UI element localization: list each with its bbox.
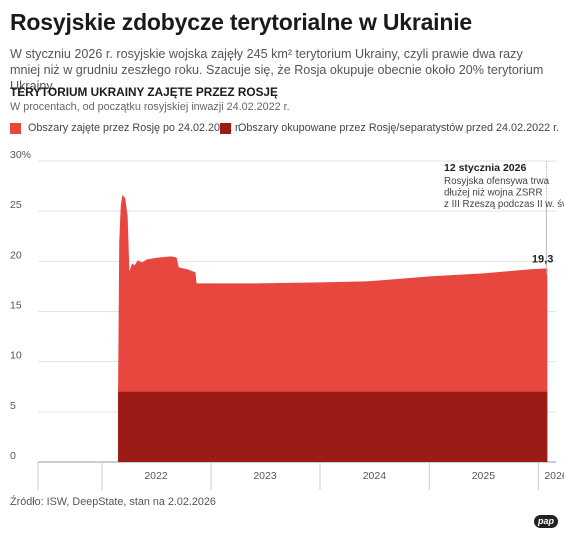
y-tick-label-10: 10 (10, 350, 22, 362)
chart-subtitle: W procentach, od początku rosyjskiej inw… (10, 101, 290, 113)
lead-text: W styczniu 2026 r. rosyjskie wojska zaję… (10, 47, 544, 93)
legend-label-before: Obszary okupowane przez Rosję/separatyst… (238, 122, 560, 134)
x-tick-label-2025: 2025 (472, 470, 496, 482)
x-tick-label-2026: 2026 (544, 470, 564, 482)
legend-swatch-after (10, 123, 21, 134)
annotation-title: 12 stycznia 2026 (444, 162, 526, 174)
legend-swatch-before (220, 123, 231, 134)
annotation-line-1: Rosyjska ofensywa trwa (444, 176, 550, 187)
source-note: Źródło: ISW, DeepState, stan na 2.02.202… (10, 496, 216, 508)
y-tick-label-5: 5 (10, 400, 16, 412)
chart-title: TERYTORIUM UKRAINY ZAJĘTE PRZEZ ROSJĘ (10, 85, 278, 99)
x-tick-label-2022: 2022 (144, 470, 168, 482)
y-tick-label-25: 25 (10, 199, 22, 211)
legend-label-after: Obszary zajęte przez Rosję po 24.02.2022… (28, 122, 242, 134)
annotation-line-2: dłużej niż wojna ZSRR (444, 188, 543, 199)
y-tick-label-15: 15 (10, 300, 22, 312)
page-title: Rosyjskie zdobycze terytorialne w Ukrain… (10, 9, 472, 35)
pap-logo: pap (534, 515, 558, 528)
area-series-before (118, 391, 548, 462)
y-tick-label-30: 30% (10, 149, 31, 161)
y-tick-label-0: 0 (10, 450, 16, 462)
x-tick-label-2024: 2024 (363, 470, 387, 482)
x-tick-label-2023: 2023 (253, 470, 277, 482)
last-value-label: 19,3 (532, 253, 553, 265)
y-tick-label-20: 20 (10, 249, 22, 261)
annotation-line-3: z III Rzeszą podczas II w. św. (444, 199, 564, 210)
